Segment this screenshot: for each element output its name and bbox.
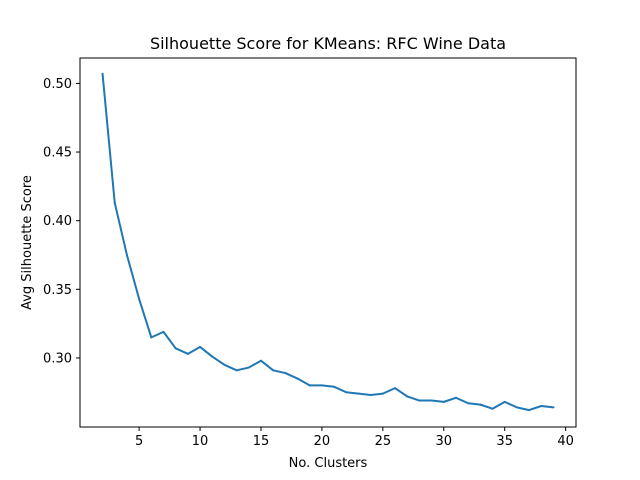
data-point-2 — [101, 72, 104, 75]
data-point-9 — [186, 352, 189, 355]
data-point-5 — [138, 297, 141, 300]
data-point-12 — [223, 363, 226, 366]
y-tick-label: 0.30 — [43, 351, 72, 366]
data-point-33 — [479, 403, 482, 406]
data-point-37 — [528, 409, 531, 412]
y-tick-label: 0.50 — [43, 77, 72, 92]
y-tick-label: 0.35 — [43, 283, 72, 298]
data-point-35 — [503, 400, 506, 403]
data-point-29 — [430, 399, 433, 402]
data-point-19 — [308, 384, 311, 387]
y-axis-ticks: 0.30 0.35 0.40 0.45 0.50 — [43, 77, 80, 366]
x-tick-label: 5 — [135, 434, 143, 449]
x-tick-label: 15 — [253, 434, 270, 449]
data-point-11 — [211, 355, 214, 358]
data-point-23 — [357, 392, 360, 395]
data-point-7 — [162, 330, 165, 333]
data-point-13 — [235, 369, 238, 372]
chart-title: Silhouette Score for KMeans: RFC Wine Da… — [150, 34, 506, 53]
data-point-4 — [125, 253, 128, 256]
data-point-6 — [150, 336, 153, 339]
data-point-26 — [394, 387, 397, 390]
y-tick-label: 0.40 — [43, 214, 72, 229]
data-points — [101, 72, 555, 412]
data-point-34 — [491, 407, 494, 410]
plot-area — [101, 72, 555, 412]
data-point-22 — [345, 391, 348, 394]
data-point-14 — [247, 366, 250, 369]
data-point-20 — [320, 384, 323, 387]
data-point-18 — [296, 377, 299, 380]
data-point-10 — [199, 345, 202, 348]
data-point-36 — [515, 406, 518, 409]
data-point-21 — [333, 385, 336, 388]
x-tick-label: 30 — [436, 434, 453, 449]
x-tick-label: 25 — [375, 434, 392, 449]
data-point-31 — [454, 396, 457, 399]
data-point-25 — [381, 392, 384, 395]
series-line — [101, 73, 554, 412]
data-point-38 — [540, 405, 543, 407]
y-tick-label: 0.45 — [43, 146, 72, 161]
data-point-24 — [369, 394, 372, 397]
y-axis-label: Avg Silhouette Score — [20, 175, 35, 310]
x-tick-label: 20 — [314, 434, 331, 449]
data-point-17 — [284, 372, 287, 375]
data-point-16 — [272, 369, 275, 372]
data-point-3 — [113, 201, 116, 204]
data-point-28 — [418, 399, 421, 402]
data-point-30 — [442, 400, 445, 403]
data-point-8 — [174, 347, 177, 350]
x-axis-label: No. Clusters — [289, 456, 368, 471]
x-tick-label: 10 — [192, 434, 209, 449]
data-point-27 — [406, 395, 409, 398]
plot-frame — [79, 57, 577, 428]
data-point-39 — [552, 406, 555, 409]
x-tick-label: 40 — [557, 434, 574, 449]
x-axis-ticks: 5 10 15 20 25 30 35 40 — [135, 427, 574, 449]
data-point-32 — [467, 402, 470, 405]
data-point-15 — [259, 359, 262, 362]
x-tick-label: 35 — [496, 434, 513, 449]
